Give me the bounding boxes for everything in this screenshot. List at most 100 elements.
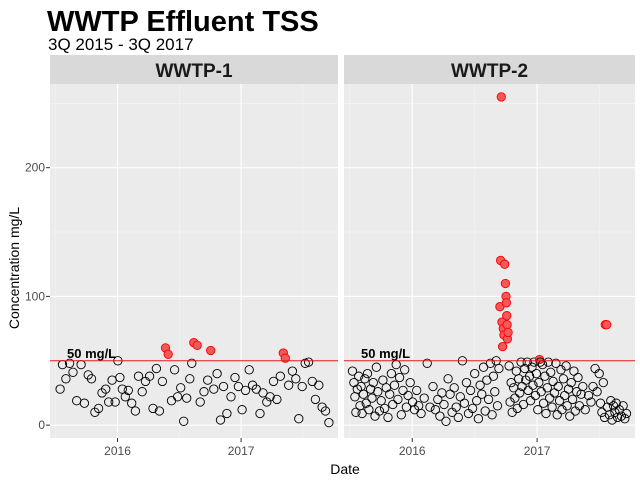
data-point — [541, 408, 551, 419]
data-point — [163, 349, 173, 359]
data-point — [524, 371, 535, 381]
x-axis-title: Date — [330, 461, 360, 477]
data-point — [320, 406, 331, 416]
data-point — [120, 392, 130, 402]
data-point — [430, 405, 441, 415]
y-tick-label: 0 — [38, 418, 45, 432]
data-point — [388, 399, 398, 410]
data-point — [538, 398, 549, 408]
data-point — [580, 405, 590, 415]
data-point — [583, 390, 594, 401]
data-point — [506, 377, 516, 388]
data-point — [203, 375, 213, 385]
data-point — [110, 397, 120, 407]
data-point — [602, 320, 612, 330]
data-point — [606, 396, 616, 406]
facet-strip-label: WWTP-2 — [451, 61, 528, 82]
data-point — [182, 393, 192, 403]
data-point — [157, 376, 168, 387]
data-point — [272, 394, 282, 405]
data-point — [351, 407, 361, 417]
data-point — [515, 388, 525, 398]
data-point — [543, 357, 553, 367]
data-point — [455, 392, 465, 402]
data-point — [542, 383, 552, 393]
data-point — [490, 387, 500, 397]
data-point — [361, 398, 371, 408]
data-point — [566, 377, 576, 388]
data-point — [148, 403, 158, 414]
data-point — [527, 362, 537, 372]
data-point — [480, 406, 490, 416]
data-point — [502, 320, 512, 330]
data-point — [179, 416, 189, 426]
data-point — [195, 397, 205, 407]
data-point — [433, 394, 443, 405]
data-point — [483, 394, 494, 405]
data-point — [383, 412, 393, 423]
data-point — [130, 406, 141, 416]
data-point — [222, 408, 232, 419]
data-point — [364, 405, 374, 415]
data-point — [187, 358, 197, 368]
data-point — [453, 412, 463, 423]
data-point — [378, 375, 388, 385]
data-point — [244, 365, 254, 375]
data-point — [347, 366, 358, 376]
data-point — [324, 417, 334, 428]
data-point — [487, 410, 497, 420]
data-point — [218, 381, 229, 392]
data-point — [393, 394, 403, 405]
data-point — [439, 399, 449, 410]
data-point — [500, 259, 510, 269]
data-point — [398, 385, 408, 396]
data-point — [151, 363, 162, 374]
reference-line-label: 50 mg/L — [361, 346, 410, 361]
data-point — [154, 406, 165, 416]
data-point — [176, 383, 186, 393]
data-point — [485, 358, 496, 368]
data-point — [93, 403, 104, 414]
data-point — [502, 311, 512, 321]
panel-wwtp-2: WWTP-2 2016 2017 50 mg/L — [344, 55, 635, 458]
facet-panels: WWTP-1 2016 2017 50 mg/L WWTP-2 2016 2017 50 mg… — [50, 55, 635, 458]
data-point — [419, 393, 429, 403]
data-point — [215, 415, 226, 425]
data-point — [268, 376, 279, 387]
facet-strip-label: WWTP-1 — [155, 61, 232, 82]
data-point — [467, 403, 478, 414]
data-point — [445, 389, 455, 399]
data-point — [192, 340, 202, 350]
data-point — [209, 384, 219, 394]
data-point — [275, 371, 285, 381]
data-point — [294, 414, 304, 424]
data-point — [518, 399, 529, 410]
data-point — [496, 92, 506, 102]
data-point — [79, 398, 90, 408]
data-point — [367, 393, 377, 403]
data-point — [104, 397, 114, 407]
data-point — [365, 384, 376, 394]
data-point — [578, 381, 588, 392]
data-point — [475, 380, 485, 390]
data-point — [573, 372, 583, 383]
data-point — [520, 363, 530, 374]
reference-line-label: 50 mg/L — [67, 346, 116, 361]
data-point — [362, 368, 373, 379]
data-point — [451, 402, 461, 412]
data-point — [376, 396, 386, 406]
data-point — [592, 387, 602, 397]
data-point — [379, 403, 390, 414]
data-point — [443, 374, 453, 384]
data-point — [405, 377, 415, 388]
data-point — [565, 411, 575, 421]
data-point — [389, 380, 400, 390]
panel-wwtp-1: WWTP-1 2016 2017 50 mg/L — [50, 55, 338, 458]
data-point — [265, 392, 275, 402]
data-point — [237, 405, 247, 415]
data-point — [428, 381, 438, 392]
data-point — [172, 392, 183, 402]
data-point — [470, 368, 480, 379]
data-point — [449, 383, 459, 393]
data-point — [500, 278, 511, 289]
